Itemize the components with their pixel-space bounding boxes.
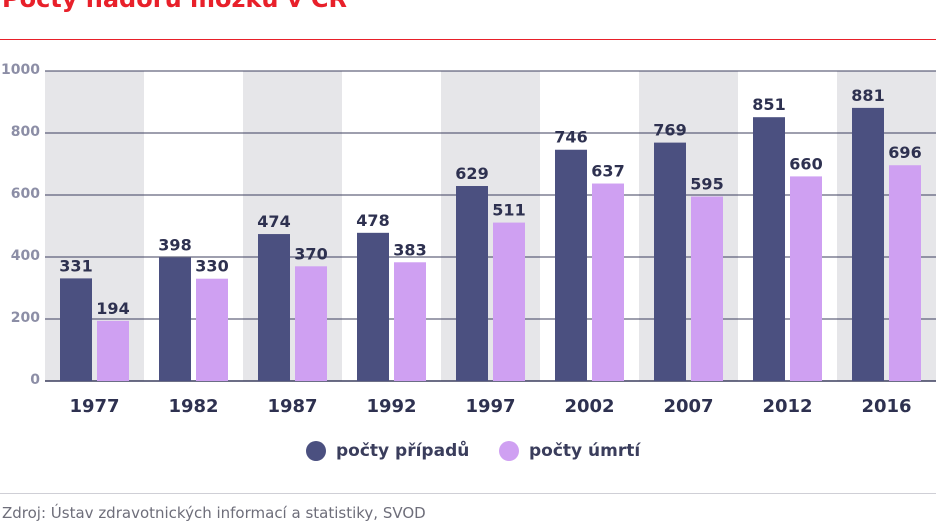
bar-deaths-1982 xyxy=(196,278,228,381)
column-band-2016 xyxy=(837,71,936,381)
bar-cases-2007 xyxy=(654,142,686,381)
bar-cases-1977 xyxy=(60,278,92,381)
x-tick-label: 1977 xyxy=(69,396,119,417)
y-tick-label: 0 xyxy=(30,372,40,388)
y-tick-label: 600 xyxy=(11,186,40,202)
data-label: 383 xyxy=(393,240,426,259)
bar-cases-2016 xyxy=(852,107,884,381)
bar-deaths-1992 xyxy=(394,262,426,381)
bar-deaths-2016 xyxy=(889,165,921,381)
grid-lines xyxy=(45,70,936,382)
bar-deaths-1997 xyxy=(493,222,525,381)
data-label: 851 xyxy=(752,95,785,114)
bar-cases-1982 xyxy=(159,257,191,381)
data-label: 474 xyxy=(257,212,290,231)
bars xyxy=(60,107,921,381)
data-label: 696 xyxy=(888,143,921,162)
data-label: 370 xyxy=(294,244,327,263)
data-label: 478 xyxy=(356,211,389,230)
x-axis-ticks: 1977 1982 1987 1992 1997 2002 2007 2012 2016 xyxy=(69,396,911,417)
column-band-1977 xyxy=(45,71,144,381)
bar-deaths-2007 xyxy=(691,196,723,381)
x-tick-label: 2016 xyxy=(861,396,911,417)
title-divider xyxy=(0,39,936,40)
chart-title: Počty nádorů mozku v ČR xyxy=(2,0,347,13)
bar-chart: 0 200 400 600 800 1000 331 398 474 478 629 746 769 8… xyxy=(1,62,936,417)
value-labels: 331 398 474 478 629 746 769 851 881 194 330 370 383 5… xyxy=(59,86,921,318)
x-tick-label: 1997 xyxy=(465,396,515,417)
source-divider xyxy=(0,493,936,494)
y-tick-label: 1000 xyxy=(1,62,40,78)
bar-deaths-1977 xyxy=(97,320,129,381)
x-tick-label: 1992 xyxy=(366,396,416,417)
legend-label-cases: počty případů xyxy=(336,441,470,461)
data-label: 637 xyxy=(591,162,624,181)
column-band-1997 xyxy=(441,71,540,381)
data-label: 660 xyxy=(789,154,822,173)
legend: počty případů počty úmrtí xyxy=(0,441,936,465)
bar-cases-1992 xyxy=(357,232,389,381)
bar-cases-2002 xyxy=(555,149,587,381)
bar-deaths-2012 xyxy=(790,176,822,381)
data-label: 194 xyxy=(96,299,129,318)
legend-item-deaths: počty úmrtí xyxy=(499,441,640,461)
bar-cases-2012 xyxy=(753,117,785,381)
data-label: 331 xyxy=(59,256,92,275)
y-tick-label: 200 xyxy=(11,310,40,326)
legend-swatch-deaths xyxy=(499,441,519,461)
legend-label-deaths: počty úmrtí xyxy=(529,441,641,461)
data-label: 746 xyxy=(554,128,587,147)
x-tick-label: 2012 xyxy=(762,396,812,417)
bar-cases-1987 xyxy=(258,234,290,381)
column-band-2007 xyxy=(639,71,738,381)
x-tick-label: 1987 xyxy=(267,396,317,417)
source-note: Zdroj: Ústav zdravotnických informací a … xyxy=(2,504,426,522)
x-tick-label: 1982 xyxy=(168,396,218,417)
data-label: 511 xyxy=(492,201,525,220)
data-label: 629 xyxy=(455,164,488,183)
bar-cases-1997 xyxy=(456,186,488,381)
bar-deaths-2002 xyxy=(592,183,624,381)
x-tick-label: 2002 xyxy=(564,396,614,417)
data-label: 881 xyxy=(851,86,884,105)
y-tick-label: 400 xyxy=(11,248,40,264)
x-tick-label: 2007 xyxy=(663,396,713,417)
legend-item-cases: počty případů xyxy=(306,441,469,461)
data-label: 595 xyxy=(690,175,723,194)
legend-swatch-cases xyxy=(306,441,326,461)
data-label: 398 xyxy=(158,236,191,255)
y-axis-ticks: 0 200 400 600 800 1000 xyxy=(1,62,40,388)
data-label: 330 xyxy=(195,257,228,276)
y-tick-label: 800 xyxy=(11,124,40,140)
data-label: 769 xyxy=(653,121,686,140)
bar-deaths-1987 xyxy=(295,266,327,381)
